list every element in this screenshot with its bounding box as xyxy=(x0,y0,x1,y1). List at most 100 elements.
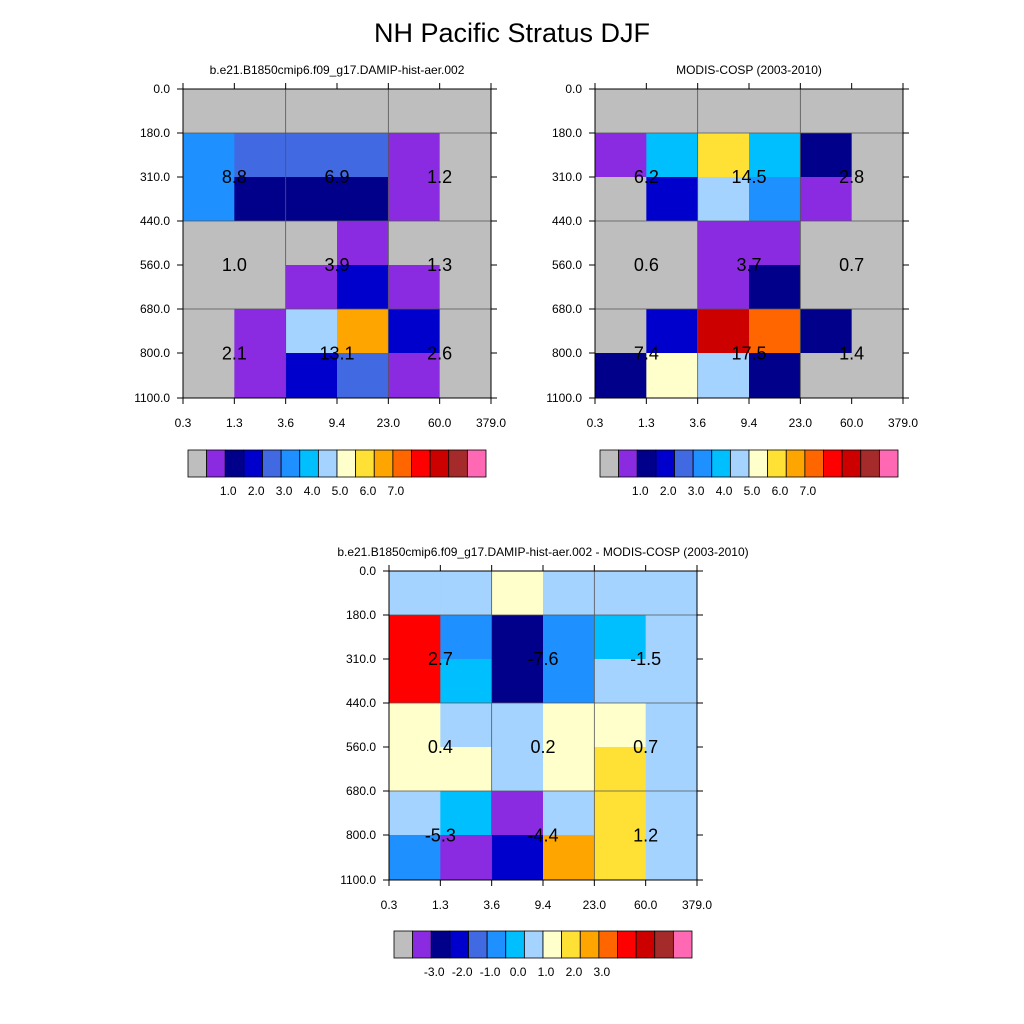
heatmap-cell xyxy=(388,133,441,178)
colorbar-label: -1.0 xyxy=(480,965,501,979)
colorbar-swatch xyxy=(523,930,544,959)
heatmap-cell xyxy=(183,133,235,178)
heatmap-cell xyxy=(594,659,647,704)
colorbar-swatch xyxy=(486,930,507,959)
heatmap-cell xyxy=(749,221,801,266)
box-value-label: -5.3 xyxy=(425,826,456,846)
heatmap-cell xyxy=(285,133,338,178)
heatmap-cell xyxy=(388,221,441,266)
colorbar-swatch xyxy=(674,449,694,478)
box-value-label: 1.2 xyxy=(427,167,452,187)
figure-title: NH Pacific Stratus DJF xyxy=(373,18,651,48)
heatmap-cell xyxy=(439,265,492,310)
colorbar-swatch xyxy=(355,449,375,478)
heatmap-cell xyxy=(440,747,493,792)
colorbar-swatch xyxy=(804,449,824,478)
box-value-label: 1.2 xyxy=(633,826,658,846)
panel-title: b.e21.B1850cmip6.f09_g17.DAMIP-hist-aer.… xyxy=(337,545,748,559)
colorbar-label: 4.0 xyxy=(716,484,733,498)
heatmap-cell xyxy=(697,133,750,178)
heatmap-cell xyxy=(285,221,338,266)
y-tick-label: 0.0 xyxy=(153,82,170,96)
heatmap-cell xyxy=(595,221,647,266)
x-tick-label: 3.6 xyxy=(689,416,706,430)
heatmap-cell xyxy=(234,265,287,310)
heatmap-cell xyxy=(337,133,389,178)
y-tick-label: 0.0 xyxy=(565,82,582,96)
x-tick-label: 1.3 xyxy=(638,416,655,430)
heatmap-cell xyxy=(183,265,235,310)
y-tick-label: 800.0 xyxy=(140,346,170,360)
box-value-label: 2.1 xyxy=(222,344,247,364)
colorbar-swatch xyxy=(579,930,600,959)
heatmap-cell xyxy=(439,133,492,178)
heatmap-cell xyxy=(337,309,389,354)
heatmap-cell xyxy=(234,221,287,266)
colorbar-swatch xyxy=(618,449,638,478)
colorbar-swatch xyxy=(542,930,563,959)
colorbar-swatch xyxy=(262,449,282,478)
heatmap-cell xyxy=(389,571,441,616)
colorbar-swatch xyxy=(449,930,469,959)
heatmap-cell xyxy=(285,177,338,222)
colorbar-swatch xyxy=(841,449,862,478)
colorbar-label: 2.0 xyxy=(660,484,677,498)
heatmap-cell xyxy=(800,353,853,399)
colorbar-swatch xyxy=(411,449,431,478)
x-tick-label: 23.0 xyxy=(583,898,607,912)
y-tick-label: 1100.0 xyxy=(546,391,582,405)
box-value-label: 0.2 xyxy=(530,737,555,757)
heatmap-cell xyxy=(800,133,853,178)
x-tick-label: 379.0 xyxy=(888,416,918,430)
heatmap-cell xyxy=(646,177,699,222)
heatmap-cell xyxy=(234,309,287,354)
heatmap-panel-1: b.e21.B1850cmip6.f09_g17.DAMIP-hist-aer.… xyxy=(134,63,506,498)
colorbar-label: 3.0 xyxy=(594,965,611,979)
box-value-label: 3.7 xyxy=(736,255,761,275)
heatmap-cell xyxy=(234,177,287,222)
colorbar-swatch xyxy=(206,449,226,478)
colorbar-swatch xyxy=(448,449,468,478)
colorbar-swatch xyxy=(599,449,620,478)
colorbar-swatch xyxy=(878,449,899,478)
heatmap-cell xyxy=(800,177,853,222)
y-tick-label: 180.0 xyxy=(346,608,376,622)
colorbar-label: 7.0 xyxy=(388,484,405,498)
colorbar-swatch xyxy=(392,449,412,478)
box-value-label: 0.7 xyxy=(839,255,864,275)
box-value-label: -4.4 xyxy=(527,826,558,846)
y-tick-label: 440.0 xyxy=(140,214,170,228)
x-tick-label: 0.3 xyxy=(381,898,398,912)
colorbar-label: 5.0 xyxy=(332,484,349,498)
heatmap-cell xyxy=(543,659,595,704)
x-tick-label: 0.3 xyxy=(587,416,604,430)
y-tick-label: 560.0 xyxy=(346,740,376,754)
colorbar-label: 4.0 xyxy=(304,484,321,498)
colorbar-swatch xyxy=(617,930,637,959)
heatmap-cell xyxy=(439,221,492,266)
x-tick-label: 23.0 xyxy=(789,416,813,430)
box-value-label: 2.6 xyxy=(427,344,452,364)
x-tick-label: 9.4 xyxy=(329,416,346,430)
heatmap-cell xyxy=(439,353,492,399)
colorbar-swatch xyxy=(692,449,713,478)
heatmap-panel-2: MODIS-COSP (2003-2010) 0.0 180.0 310.0 440.0… xyxy=(546,63,918,498)
heatmap-cell xyxy=(645,571,698,616)
heatmap-cell xyxy=(440,703,493,748)
heatmap-cell xyxy=(491,835,544,881)
heatmap-cell xyxy=(440,659,493,704)
x-tick-label: 1.3 xyxy=(226,416,243,430)
heatmap-cell xyxy=(646,353,699,399)
colorbar-label: 1.0 xyxy=(538,965,555,979)
colorbar-swatch xyxy=(767,449,787,478)
heatmap-cell xyxy=(388,265,441,310)
colorbar-swatch xyxy=(299,449,319,478)
colorbar-swatch xyxy=(785,449,806,478)
heatmap-cell xyxy=(337,353,389,399)
heatmap-cell xyxy=(234,353,287,399)
box-value-label: 0.7 xyxy=(633,737,658,757)
colorbar-swatch xyxy=(466,449,487,478)
heatmap-cell xyxy=(491,571,544,616)
heatmap-cell xyxy=(543,571,595,616)
